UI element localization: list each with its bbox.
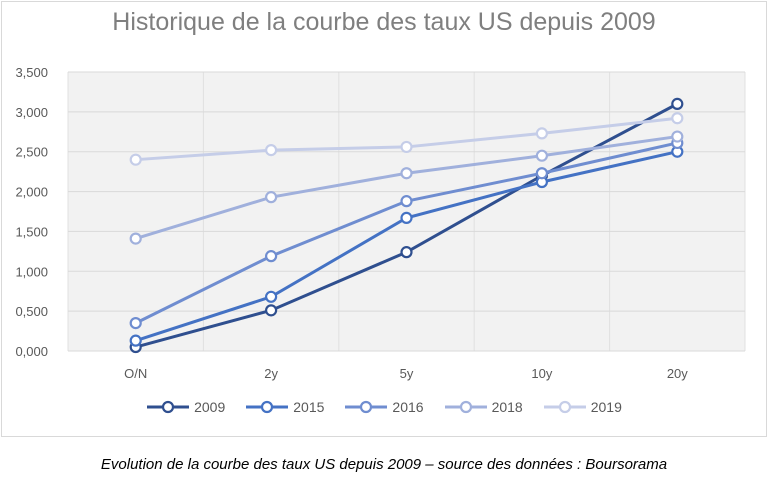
legend-item: 2015 — [245, 399, 324, 415]
data-point — [400, 167, 413, 180]
data-point — [400, 195, 413, 208]
y-tick-label: 0,000 — [15, 344, 48, 359]
y-tick-label: 2,500 — [15, 145, 48, 160]
legend-label: 2015 — [293, 399, 325, 415]
line-chart: 0,000 0,500 1,000 1,500 2,000 2,500 3,000 3,500… — [15, 65, 746, 381]
legend-marker — [246, 400, 289, 414]
data-point — [265, 304, 278, 317]
caption: Evolution de la courbe des taux US depui… — [100, 456, 668, 473]
data-point — [129, 232, 142, 245]
legend-item: 2019 — [543, 399, 622, 415]
data-point — [265, 191, 278, 204]
x-tick-label: 2y — [264, 366, 278, 381]
legend-marker — [543, 400, 586, 414]
plot-area — [68, 72, 745, 351]
data-point — [129, 334, 142, 347]
y-tick-label: 1,500 — [15, 224, 48, 239]
data-point — [129, 317, 142, 330]
data-point — [129, 153, 142, 166]
x-tick-label: 10y — [531, 366, 552, 381]
series-2019 — [129, 112, 684, 166]
data-point — [535, 127, 549, 140]
data-point — [265, 144, 278, 157]
x-tick-label: O/N — [124, 366, 147, 381]
legend-marker — [345, 400, 388, 414]
data-point — [535, 167, 549, 180]
y-tick-label: 3,500 — [15, 65, 48, 80]
y-tick-label: 1,000 — [15, 264, 48, 279]
data-point — [265, 290, 278, 303]
data-point — [671, 112, 684, 125]
legend-marker — [147, 400, 190, 414]
legend-label: 2016 — [392, 399, 424, 415]
legend-item: 2018 — [444, 399, 523, 415]
y-tick-label: 2,000 — [15, 185, 48, 200]
data-point — [265, 250, 278, 263]
legend-label: 2018 — [491, 399, 523, 415]
legend-item: 2016 — [344, 399, 424, 415]
data-point — [535, 149, 549, 162]
series-2018 — [129, 130, 684, 245]
data-point — [671, 97, 684, 110]
data-point — [671, 130, 684, 143]
legend-label: 2009 — [194, 399, 226, 415]
y-tick-label: 0,500 — [15, 304, 48, 319]
y-tick-label: 3,000 — [15, 105, 48, 120]
legend-label: 2019 — [590, 399, 622, 415]
series-2016 — [129, 136, 684, 330]
data-point — [400, 140, 413, 154]
legend-item: 2009 — [146, 399, 225, 415]
legend-marker — [444, 400, 487, 414]
series-2015 — [129, 145, 684, 347]
data-point — [400, 246, 413, 259]
x-tick-label: 5y — [400, 366, 414, 381]
legend: 2009 2015 2016 2018 2019 — [0, 399, 768, 415]
data-point — [400, 211, 413, 224]
x-tick-label: 20y — [667, 366, 688, 381]
chart-title: Historique de la courbe des taux US depu… — [112, 8, 656, 36]
